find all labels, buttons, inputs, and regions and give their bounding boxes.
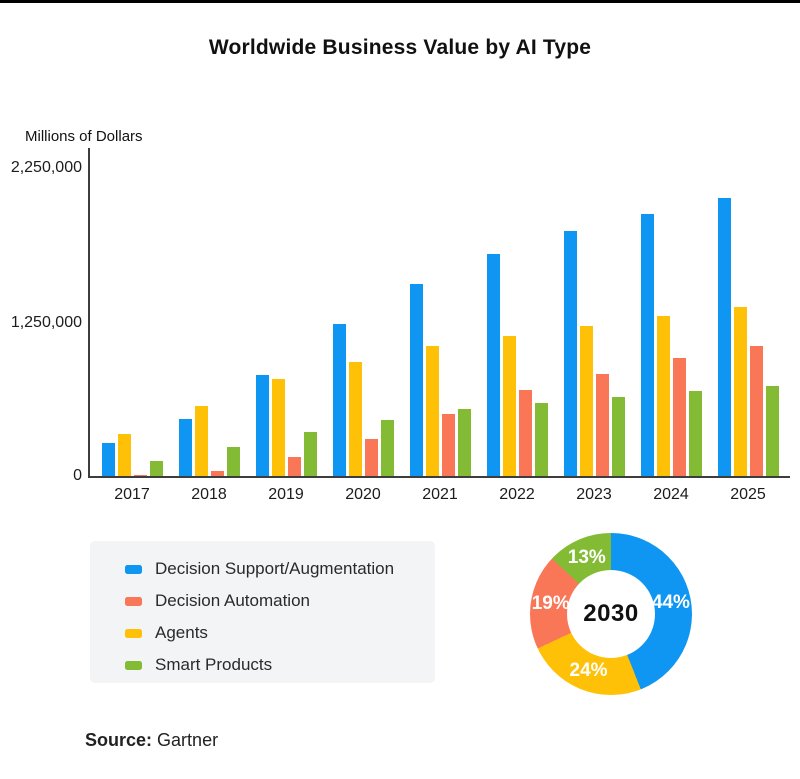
bar-yellow-2018 [194,406,208,476]
top-accent-strip [0,0,800,3]
y-axis-unit-label: Millions of Dollars [25,128,143,145]
bar-yellow-2024 [656,316,670,476]
bar-blue-2019 [255,375,269,476]
bar-yellow-2022 [502,336,516,476]
year-label-2020: 2020 [345,486,381,503]
legend-item: Decision Automation [125,585,435,617]
legend-swatch-green [125,660,142,670]
bar-blue-2017 [101,443,115,476]
bar-yellow-2025 [733,307,747,476]
bar-salmon-2020 [364,439,378,476]
bar-green-2018 [226,447,240,476]
bar-group-2022 [486,168,548,476]
page-title: Worldwide Business Value by AI Type [208,36,592,59]
year-label-2018: 2018 [191,486,227,503]
source-value: Gartner [157,730,219,750]
bar-group-2018 [178,168,240,476]
bar-blue-2021 [409,284,423,476]
bar-salmon-2017 [133,475,147,476]
bar-group-2023 [563,168,625,476]
bar-yellow-2020 [348,362,362,476]
y-tick-label-mid: 1,250,000 [10,314,82,331]
year-label-2021: 2021 [422,486,458,503]
y-tick-label-top: 2,250,000 [10,159,82,176]
source-attribution: Source: Gartner [85,730,218,751]
bar-blue-2025 [717,198,731,476]
bar-group-2017 [101,168,163,476]
x-axis-line [88,476,790,478]
bar-group-2024 [640,168,702,476]
bar-blue-2020 [332,324,346,476]
donut-pct-label-salmon: 19% [531,593,570,615]
legend-item: Smart Products [125,649,435,681]
bar-green-2019 [303,432,317,476]
bar-green-2021 [457,409,471,476]
legend-item: Decision Support/Augmentation [125,553,435,585]
bar-green-2017 [149,461,163,476]
legend-item: Agents [125,617,435,649]
bar-yellow-2021 [425,346,439,476]
legend-label: Agents [155,623,208,642]
bar-green-2025 [765,386,779,476]
bar-group-2019 [255,168,317,476]
chart-legend: Decision Support/Augmentation Decision Au… [90,541,435,683]
donut-center-label: 2030 [583,600,639,627]
bar-salmon-2018 [210,471,224,476]
legend-swatch-salmon [125,596,142,606]
bar-salmon-2019 [287,457,301,476]
bar-yellow-2019 [271,379,285,476]
legend-label: Decision Automation [155,591,310,610]
legend-swatch-blue [125,564,142,574]
year-label-2024: 2024 [653,486,689,503]
bar-group-2020 [332,168,394,476]
bar-blue-2023 [563,231,577,476]
y-tick-label-zero: 0 [73,467,82,484]
bar-group-2021 [409,168,471,476]
legend-label: Smart Products [155,655,273,674]
bar-green-2020 [380,420,394,476]
year-label-2019: 2019 [268,486,304,503]
bar-salmon-2024 [672,358,686,476]
year-label-2023: 2023 [576,486,612,503]
bar-salmon-2023 [595,374,609,476]
donut-pct-label-blue: 44% [651,591,690,613]
donut-pct-label-yellow: 24% [569,659,608,681]
bar-green-2024 [688,391,702,476]
bar-yellow-2023 [579,326,593,476]
bar-blue-2024 [640,214,654,476]
bar-salmon-2025 [749,346,763,476]
legend-swatch-yellow [125,628,142,638]
bar-green-2022 [534,403,548,476]
bar-salmon-2022 [518,390,532,476]
legend-label: Decision Support/Augmentation [155,559,395,578]
bar-green-2023 [611,397,625,476]
donut-pct-label-green: 13% [567,547,606,569]
source-label: Source: [85,730,153,750]
bar-salmon-2021 [441,414,455,476]
year-label-2025: 2025 [730,486,766,503]
y-axis-line [88,148,90,478]
bar-group-2025 [717,168,779,476]
year-label-2022: 2022 [499,486,535,503]
donut-chart-2030: 2030 44% 24% 19% 13% [530,533,692,695]
bar-yellow-2017 [117,434,131,476]
bar-blue-2022 [486,254,500,476]
year-label-2017: 2017 [114,486,150,503]
bar-blue-2018 [178,419,192,476]
donut-hole: 2030 [567,570,655,658]
